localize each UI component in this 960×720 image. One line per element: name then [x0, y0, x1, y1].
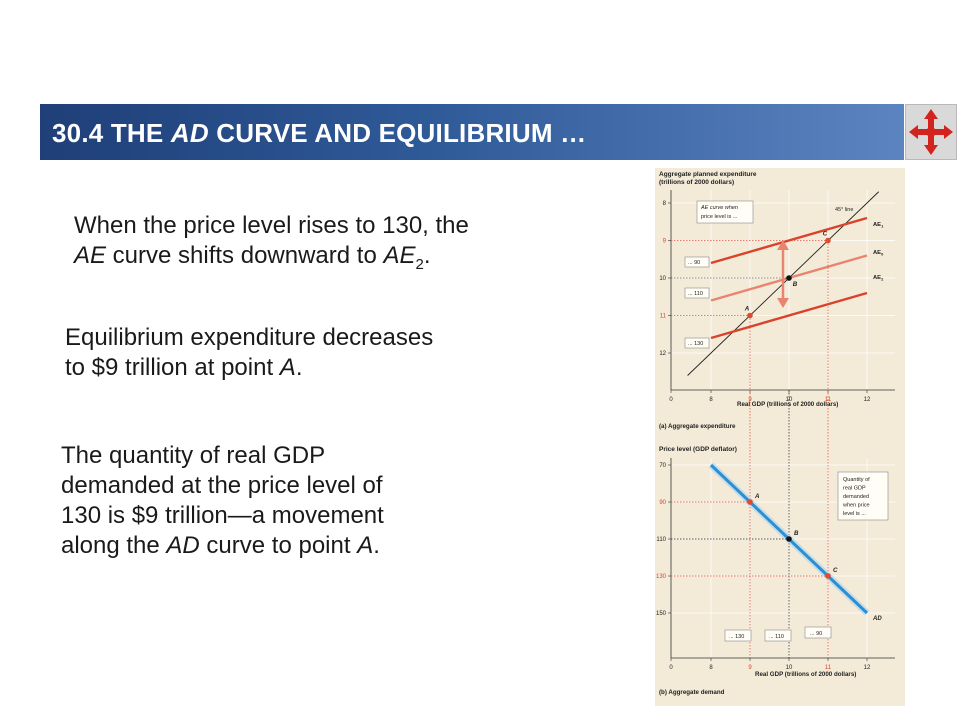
top-level-text-110: ... 110 — [688, 291, 703, 297]
figure-svg: Aggregate planned expenditure (trillions… — [656, 171, 895, 696]
title-banner: 30.4 THE AD CURVE AND EQUILIBRIUM … — [40, 104, 904, 160]
bottom-x-tick-label: 10 — [786, 665, 793, 671]
bottom-point-b — [786, 536, 792, 542]
top-y-tick-label: 12 — [659, 351, 666, 357]
bottom-x-tick-label: 8 — [709, 665, 713, 671]
navigation-button[interactable] — [905, 104, 957, 160]
top-level-text-90: ... 90 — [688, 260, 700, 266]
top-panel: Aggregate planned expenditure (trillions… — [659, 171, 895, 430]
ae2-line — [710, 291, 868, 340]
top-point-label: A — [744, 306, 750, 313]
top-ylabel-line2: (trillions of 2000 dollars) — [659, 179, 734, 186]
top-point-c — [825, 237, 831, 244]
bottom-y-tick-label: 130 — [656, 574, 667, 580]
ae2-label: AE2 — [873, 275, 884, 282]
top-x-tick-label: 0 — [669, 397, 673, 403]
bottom-x-tick-label: 11 — [825, 665, 832, 671]
shift-arrow — [777, 240, 789, 308]
top-x-tick-label: 8 — [709, 397, 713, 403]
ae0-label: AE0 — [873, 250, 884, 257]
bottom-level-text-130: ... 130 — [729, 634, 744, 640]
line45-label: 45° line — [835, 207, 853, 213]
top-point-a — [747, 312, 753, 319]
bottom-ylabel: Price level (GDP deflator) — [659, 446, 737, 453]
bottom-y-tick-label: 110 — [656, 537, 666, 543]
bottom-callout-box — [837, 471, 889, 521]
top-point-label: B — [793, 281, 798, 288]
ad-curve-label: AD — [872, 616, 882, 622]
para2-line2: to $9 trillion at point A. — [65, 354, 303, 381]
top-caption: (a) Aggregate expenditure — [659, 423, 736, 430]
top-points: A B C — [744, 231, 831, 319]
para3-line1: The quantity of real GDP — [61, 442, 326, 469]
top-axes — [668, 190, 895, 393]
slide-title: 30.4 THE AD CURVE AND EQUILIBRIUM … — [52, 118, 587, 148]
para3-line4: along the AD curve to point A. — [61, 532, 380, 559]
bottom-tick-labels: 150 130 110 90 70 0 8 9 10 11 12 — [656, 463, 871, 671]
bottom-caption: (b) Aggregate demand — [659, 689, 725, 696]
top-y-tick-label: 11 — [660, 314, 667, 320]
top-gridlines — [671, 190, 895, 390]
top-level-box-110 — [684, 287, 710, 299]
bottom-y-tick-label: 150 — [656, 611, 667, 617]
para2-line1: Equilibrium expenditure decreases — [65, 324, 434, 351]
bottom-point-label: B — [794, 530, 799, 537]
top-callout-box — [696, 200, 754, 224]
top-y-tick-label: 8 — [663, 201, 667, 207]
top-series — [671, 191, 880, 390]
bottom-axes — [668, 458, 895, 661]
bottom-point-label: C — [833, 567, 838, 574]
top-point-label: C — [823, 231, 828, 238]
top-y-tick-label: 9 — [663, 239, 667, 245]
bottom-callout-line: level is ... — [843, 511, 866, 517]
bottom-points: A B C — [747, 493, 838, 579]
bottom-y-tick-label: 70 — [659, 463, 666, 469]
bottom-level-box-90 — [804, 626, 832, 639]
bottom-x-tick-label: 12 — [864, 665, 871, 671]
bottom-level-box-130 — [724, 629, 752, 642]
paragraph-quantity-demanded: The quantity of real GDP demanded at the… — [61, 441, 384, 561]
ae1-label: AE1 — [873, 222, 884, 229]
para3-line3: 130 is $9 trillion—a movement — [61, 502, 384, 529]
top-y-tick-label: 10 — [659, 276, 666, 282]
bottom-level-text-90: ... 90 — [810, 631, 822, 637]
top-level-box-130 — [684, 337, 710, 349]
bottom-callout-line: Quantity of — [843, 477, 870, 483]
bottom-callout-text: Quantity of real GDP demanded when price lev… — [842, 477, 870, 517]
four-way-arrow-icon — [909, 109, 953, 155]
bottom-y-tick-label: 90 — [659, 500, 666, 506]
top-ylabel-line1: Aggregate planned expenditure — [659, 171, 757, 178]
bottom-x-tick-label: 9 — [748, 665, 752, 671]
top-point-b — [786, 275, 792, 281]
textbook-figure: Aggregate planned expenditure (trillions… — [655, 168, 905, 706]
top-level-box-90 — [684, 256, 710, 268]
bottom-level-box-110 — [764, 629, 792, 642]
paragraph-equilibrium: Equilibrium expenditure decreases to $9 … — [65, 323, 433, 383]
bottom-point-a — [747, 499, 753, 505]
top-level-text-130: ... 130 — [688, 341, 703, 347]
top-xlabel: Real GDP (trillions of 2000 dollars) — [737, 401, 838, 408]
paragraph-ae-shift: When the price level rises to 130, the A… — [74, 211, 469, 280]
para1-line1: When the price level rises to 130, the — [74, 212, 469, 239]
para3-line2: demanded at the price level of — [61, 472, 383, 499]
bottom-point-label: A — [754, 493, 760, 500]
bottom-level-text-110: ... 110 — [769, 634, 784, 640]
bottom-point-c — [825, 573, 831, 579]
bottom-xlabel: Real GDP (trillions of 2000 dollars) — [755, 671, 856, 678]
bottom-series — [671, 390, 870, 658]
top-callout-line2: price level is ... — [701, 214, 738, 220]
bottom-panel: Price level (GDP deflator) 1501301109070… — [656, 390, 895, 696]
bottom-callout-line: demanded — [843, 494, 869, 500]
bottom-x-tick-label: 0 — [669, 665, 673, 671]
para1-line2: AE curve shifts downward to AE2. — [74, 242, 431, 273]
top-callout-line1: AE curve when — [700, 205, 738, 211]
bottom-callout-line: real GDP — [843, 486, 866, 492]
top-x-tick-label: 12 — [864, 397, 871, 403]
bottom-callout-line: when price — [842, 503, 870, 509]
